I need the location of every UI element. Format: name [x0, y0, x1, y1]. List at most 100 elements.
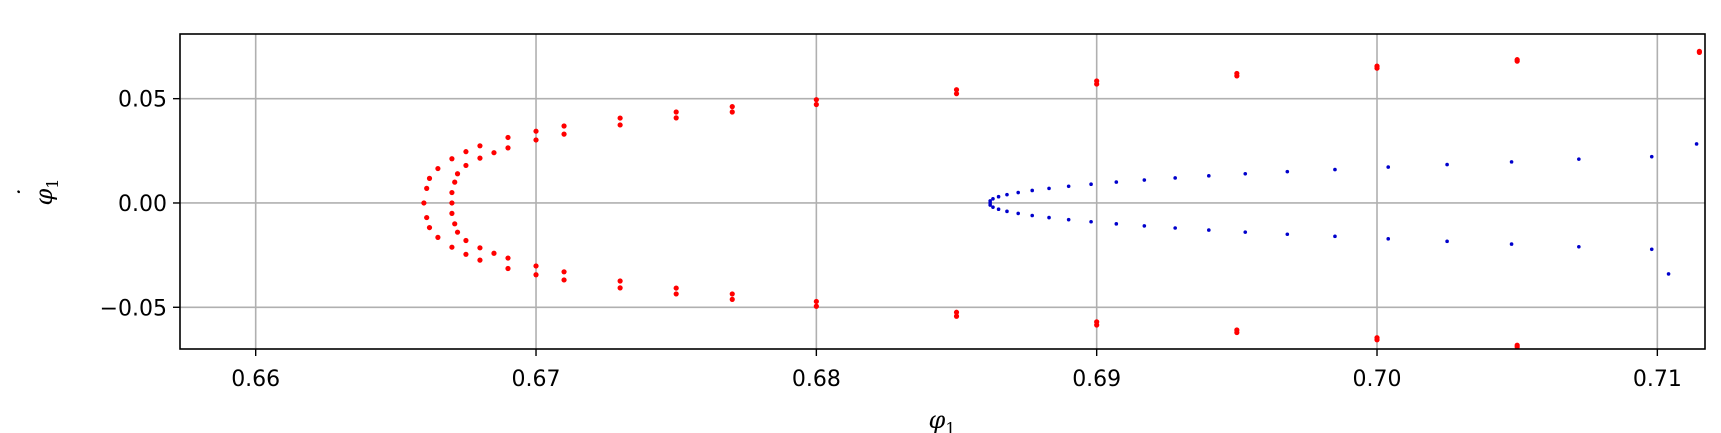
data-point: [1173, 226, 1177, 230]
data-point: [617, 278, 623, 284]
series-1: [988, 142, 1699, 276]
data-point: [1089, 182, 1093, 186]
data-point: [729, 109, 735, 115]
data-point: [729, 291, 735, 297]
data-point: [988, 199, 992, 203]
data-point: [1696, 49, 1702, 55]
data-point: [1666, 272, 1671, 276]
data-point: [454, 229, 461, 235]
data-point: [463, 162, 469, 169]
data-point: [1016, 211, 1020, 216]
x-tick-label: 0.66: [231, 367, 280, 392]
y-axis-label: φ1 ˙: [14, 179, 62, 206]
data-point: [1509, 242, 1514, 246]
data-point: [1047, 186, 1051, 191]
data-point: [617, 285, 623, 291]
data-point: [561, 277, 567, 283]
data-point: [491, 150, 497, 156]
x-tick-label: 0.67: [512, 367, 561, 392]
data-point: [1142, 224, 1147, 228]
data-point: [729, 104, 735, 110]
series-layer: [421, 48, 1702, 355]
series-0: [421, 48, 1702, 355]
data-point: [1577, 157, 1581, 161]
data-point: [813, 298, 819, 305]
data-point: [477, 257, 483, 263]
y-tick-label: −0.05: [100, 296, 167, 321]
data-point: [1142, 178, 1147, 182]
data-point: [1577, 244, 1581, 249]
data-point: [1243, 230, 1248, 234]
data-point: [421, 200, 427, 206]
data-point: [449, 156, 455, 162]
data-point: [561, 269, 567, 275]
data-point: [1649, 247, 1654, 252]
data-point: [505, 134, 511, 141]
data-point: [1094, 319, 1100, 325]
x-axis-label: φ1: [929, 406, 956, 433]
data-point: [533, 263, 539, 269]
data-point: [491, 250, 497, 256]
y-axis-label-main: φ: [30, 189, 58, 206]
data-point: [617, 115, 623, 121]
data-point: [533, 128, 539, 134]
data-point: [1066, 184, 1071, 189]
data-point: [953, 91, 960, 97]
data-point: [463, 237, 469, 244]
data-point: [505, 255, 511, 261]
data-point: [953, 309, 960, 315]
data-point: [449, 189, 455, 196]
data-point: [996, 194, 1001, 199]
data-point: [1514, 342, 1520, 348]
data-point: [1094, 81, 1100, 87]
data-point: [1066, 217, 1071, 222]
data-point: [561, 131, 567, 137]
data-point: [1649, 154, 1654, 159]
data-point: [533, 272, 539, 278]
data-point: [477, 143, 483, 149]
grid-lines: [180, 34, 1705, 349]
data-point: [1374, 335, 1380, 341]
data-point: [1047, 215, 1051, 220]
x-axis-ticks: 0.66 0.67 0.68 0.69 0.70 0.71: [231, 349, 1682, 392]
data-point: [1627, 350, 1632, 355]
data-point: [1445, 239, 1449, 244]
data-point: [988, 203, 992, 207]
data-point: [463, 251, 469, 257]
svg-text:φ1: φ1: [30, 179, 62, 206]
data-point: [1285, 232, 1290, 237]
data-point: [991, 197, 995, 201]
data-point: [991, 205, 995, 209]
data-point: [435, 234, 441, 240]
y-tick-label: 0.00: [118, 192, 167, 217]
data-point: [1005, 209, 1009, 214]
data-point: [435, 165, 441, 172]
y-tick-label: 0.05: [118, 88, 167, 113]
data-point: [452, 221, 458, 227]
data-point: [1089, 219, 1093, 224]
x-tick-label: 0.68: [792, 367, 841, 392]
data-point: [673, 109, 679, 115]
data-point: [1030, 213, 1035, 218]
data-point: [1514, 58, 1520, 64]
data-point: [1114, 222, 1119, 226]
data-point: [813, 303, 819, 309]
data-point: [454, 171, 461, 177]
data-point: [449, 210, 455, 216]
data-point: [477, 245, 483, 251]
data-point: [1445, 162, 1449, 167]
plot-frame: [179, 33, 1706, 350]
data-point: [1234, 73, 1240, 79]
data-point: [1173, 176, 1177, 180]
data-point: [813, 97, 819, 103]
data-point: [505, 265, 511, 272]
data-point: [477, 155, 483, 161]
data-point: [1243, 171, 1248, 176]
y-axis-label-dot: ˙: [14, 188, 42, 200]
data-point: [1016, 190, 1020, 195]
data-point: [533, 137, 539, 143]
data-point: [1207, 174, 1211, 178]
data-point: [1333, 167, 1337, 172]
data-point: [953, 313, 960, 319]
